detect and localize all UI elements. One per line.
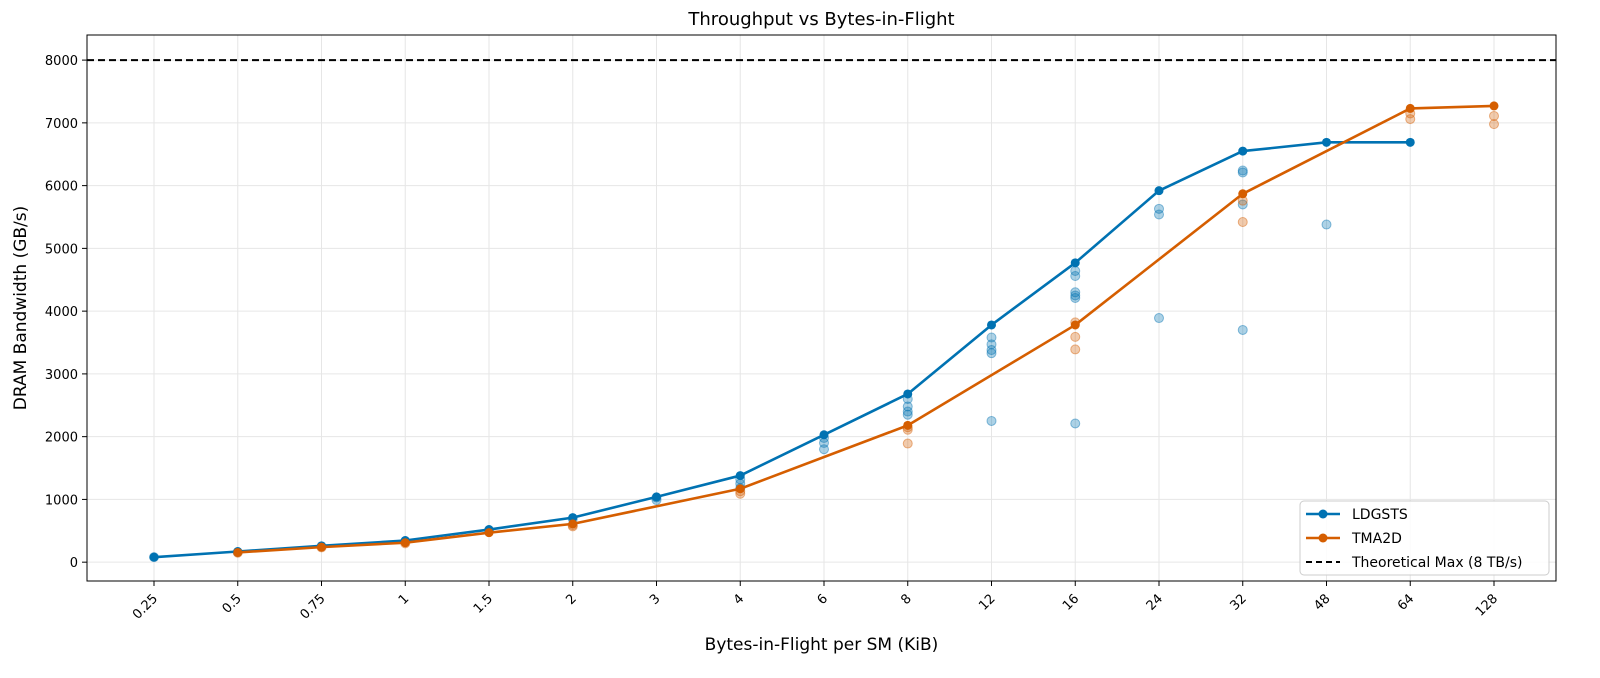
scatter-point-ldgsts-samples-18 [986,415,997,426]
x-tick-label-0-25: 0.25 [130,591,161,622]
x-tick-label-6: 6 [815,591,831,607]
series-marker-ldgsts-8 [903,389,913,399]
y-tick-label-1000: 1000 [45,493,78,508]
x-axis-label: Bytes-in-Flight per SM (KiB) [705,635,939,655]
scatter-point-tma2d-samples-17 [1489,119,1499,130]
chart-title: Throughput vs Bytes-in-Flight [687,9,954,30]
scatter-point-ldgsts-samples-24 [1070,292,1081,303]
plot-frame [86,34,1557,582]
y-tick-label-8000: 8000 [45,54,78,69]
scatter-point-ldgsts-samples-26 [1070,287,1081,298]
x-tick-label-8: 8 [898,591,914,607]
series-marker-ldgsts-3 [652,492,661,502]
scatter-point-ldgsts-samples-32 [1237,324,1248,335]
y-tick-label-4000: 4000 [45,305,78,320]
scatter-point-ldgsts-samples-30 [1154,209,1164,220]
series-marker-tma2d-64 [1405,103,1415,113]
series-marker-tma2d-1-5 [484,528,494,538]
axis-ticks: 0.25 0.5 0.75 1 1.5 2 3 4 6 8 12 16 24 32 48 64 128 0 1000… [45,54,1501,622]
scatter-point-ldgsts-samples-27 [1070,270,1081,281]
series-marker-tma2d-16 [1070,320,1080,330]
x-tick-label-0-75: 0.75 [297,591,328,622]
series-marker-ldgsts-16 [1070,258,1080,268]
x-tick-label-4: 4 [731,591,747,607]
series-marker-ldgsts-32 [1238,146,1248,156]
x-tick-label-12: 12 [976,591,998,613]
y-tick-label-6000: 6000 [45,180,78,195]
legend-theoretical-max-label: Theoretical Max (8 TB/s) [1351,555,1523,571]
grid [87,35,1556,581]
series-marker-tma2d-0-75 [317,542,326,552]
x-tick-label-3: 3 [647,591,663,607]
series-marker-ldgsts-4 [735,471,745,481]
y-tick-label-2000: 2000 [45,431,78,446]
scatter-point-tma2d-samples-10 [1070,344,1081,355]
scatter-point-ldgsts-samples-22 [986,332,997,343]
scatter-point-tma2d-samples-11 [1070,331,1081,342]
series-marker-ldgsts-48 [1322,137,1331,147]
series-marker-ldgsts-0-25 [149,552,159,562]
scatter-point-ldgsts-samples-35 [1237,165,1248,176]
scatter-point-ldgsts-samples-11 [819,444,829,455]
legend-ldgsts-label: LDGSTS [1352,507,1408,523]
scatter-point-ldgsts-samples-14 [902,409,913,420]
scatter-point-ldgsts-samples-34 [1237,167,1248,178]
scatter-point-tma2d-samples-18 [1489,110,1499,121]
series-marker-ldgsts-64 [1405,137,1415,147]
legend: LDGSTS TMA2D Theoretical Max (8 TB/s) [1299,500,1550,576]
series-marker-tma2d-1 [400,538,410,548]
scatter-point-ldgsts-samples-36 [1321,219,1332,230]
x-tick-label-0-5: 0.5 [220,591,245,616]
series-marker-ldgsts-24 [1154,186,1164,196]
series-marker-tma2d-8 [903,420,913,430]
y-tick-label-5000: 5000 [45,242,78,257]
legend-tma2d-label: TMA2D [1351,531,1402,547]
legend-tma2d-marker [1318,533,1328,543]
scatter-point-ldgsts-samples-20 [986,345,997,356]
x-tick-label-64: 64 [1395,591,1417,613]
x-tick-label-2: 2 [563,591,579,607]
x-tick-label-24: 24 [1144,591,1166,613]
x-tick-label-1-5: 1.5 [471,591,496,616]
series-marker-tma2d-4 [735,484,745,494]
scatter-point-ldgsts-samples-21 [986,339,997,350]
x-tick-label-1: 1 [396,591,412,607]
series-marker-ldgsts-2 [568,513,578,523]
series-lines [149,101,1499,562]
scatter-point-ldgsts-samples-31 [1154,203,1164,214]
y-tick-label-7000: 7000 [45,117,78,132]
legend-ldgsts-marker [1318,509,1328,519]
scatter-point-ldgsts-samples-25 [1070,290,1081,301]
scatter-point-tma2d-samples-15 [1405,114,1416,125]
series-marker-ldgsts-12 [987,320,996,330]
scatter-point-ldgsts-samples-33 [1237,199,1248,210]
scatter-point-ldgsts-samples-15 [902,406,913,417]
x-tick-label-128: 128 [1473,591,1501,619]
x-tick-label-32: 32 [1227,591,1249,613]
series-marker-tma2d-2 [568,519,578,529]
series-marker-tma2d-128 [1489,101,1499,111]
y-axis-label: DRAM Bandwidth (GB/s) [11,206,31,411]
series-marker-tma2d-0-5 [233,547,243,557]
x-tick-label-48: 48 [1311,591,1333,613]
scatter-point-ldgsts-samples-23 [1070,418,1081,429]
scatter-point-ldgsts-samples-19 [986,348,997,359]
series-marker-ldgsts-6 [819,430,829,440]
series-line-tma2d [237,104,1495,554]
series-line-ldgsts [153,141,1411,559]
scatter-point-ldgsts-samples-29 [1154,313,1164,324]
scatter-point-tma2d-samples-13 [1237,217,1248,228]
series-marker-tma2d-32 [1238,189,1248,199]
scatter-point-ldgsts-samples-16 [902,401,913,412]
y-tick-label-3000: 3000 [45,368,78,383]
scatter-point-tma2d-samples-7 [902,438,913,449]
x-tick-label-16: 16 [1060,591,1082,613]
y-tick-label-0: 0 [70,556,78,571]
scatter-point-ldgsts-samples-28 [1070,265,1081,276]
legend-box [1299,500,1550,576]
